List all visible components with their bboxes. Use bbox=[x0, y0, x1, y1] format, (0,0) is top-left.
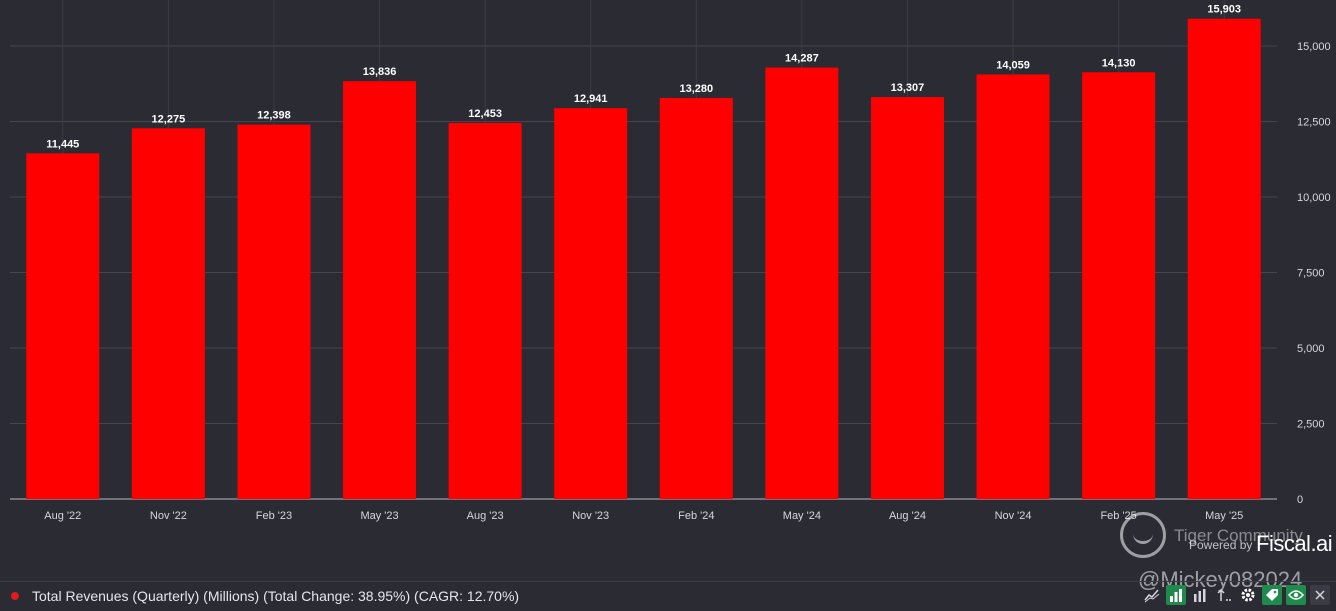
x-tick-label: Feb '23 bbox=[256, 510, 292, 522]
data-label: 13,836 bbox=[363, 66, 397, 78]
gear-icon[interactable] bbox=[1238, 585, 1258, 605]
data-label: 14,287 bbox=[785, 53, 819, 65]
bar-chart: 11,445 12,275 12,398 13,836 12,453 12,941 13,2… bbox=[10, 0, 1331, 522]
legend-dot-icon bbox=[11, 592, 19, 600]
column-icon[interactable] bbox=[1190, 585, 1210, 605]
legend-label[interactable]: Total Revenues (Quarterly) (Millions) (T… bbox=[32, 588, 520, 604]
bar-chart-icon[interactable] bbox=[1166, 585, 1186, 605]
eye-icon[interactable] bbox=[1286, 585, 1306, 605]
data-label: 12,941 bbox=[574, 93, 608, 105]
x-tick-label: May '23 bbox=[360, 510, 398, 522]
y-tick-label: 5,000 bbox=[1297, 343, 1325, 355]
x-tick-label: Aug '23 bbox=[467, 510, 504, 522]
data-labels: 11,445 12,275 12,398 13,836 12,453 12,941 13,2… bbox=[46, 4, 1241, 151]
bar bbox=[1187, 18, 1261, 499]
data-label: 12,453 bbox=[468, 108, 502, 120]
x-tick-label: Feb '24 bbox=[678, 510, 714, 522]
bar bbox=[26, 153, 100, 499]
data-label: 13,280 bbox=[679, 83, 713, 95]
y-tick-label: 12,500 bbox=[1297, 117, 1331, 129]
data-label: 15,903 bbox=[1207, 4, 1241, 16]
bar bbox=[554, 108, 628, 500]
legend: Total Revenues (Quarterly) (Millions) (T… bbox=[0, 581, 1336, 611]
data-label: 13,307 bbox=[891, 82, 925, 94]
bar bbox=[765, 67, 839, 500]
bar bbox=[1082, 72, 1156, 500]
x-tick-label: Aug '22 bbox=[44, 510, 81, 522]
watermark-brand: Fiscal.ai bbox=[1256, 531, 1333, 556]
y-axis: 0 2,500 5,000 7,500 10,000 12,500 15,000 bbox=[1297, 41, 1331, 506]
y-tick-label: 10,000 bbox=[1297, 192, 1331, 204]
bar bbox=[659, 97, 733, 499]
bar bbox=[870, 97, 944, 499]
sort-icon[interactable] bbox=[1214, 585, 1234, 605]
watermark-community: Tiger Community bbox=[1174, 526, 1303, 545]
x-tick-label: Aug '24 bbox=[889, 510, 926, 522]
x-tick-label: May '24 bbox=[783, 510, 821, 522]
data-label: 12,275 bbox=[152, 113, 186, 125]
bar bbox=[131, 128, 205, 500]
trend-icon[interactable] bbox=[1142, 585, 1162, 605]
data-label: 12,398 bbox=[257, 110, 291, 122]
data-label: 14,059 bbox=[996, 59, 1030, 71]
tiger-logo-icon bbox=[1120, 512, 1166, 558]
tag-icon[interactable] bbox=[1262, 585, 1282, 605]
x-tick-label: Nov '24 bbox=[995, 510, 1032, 522]
bar bbox=[976, 74, 1050, 499]
bars bbox=[26, 18, 1261, 500]
y-tick-label: 2,500 bbox=[1297, 419, 1325, 431]
bar bbox=[343, 81, 417, 499]
y-tick-label: 0 bbox=[1297, 494, 1303, 506]
data-label: 14,130 bbox=[1102, 57, 1136, 69]
x-tick-label: May '25 bbox=[1205, 510, 1243, 522]
x-tick-label: Nov '22 bbox=[150, 510, 187, 522]
bar bbox=[237, 124, 311, 500]
watermark-powered-by: Powered by bbox=[1189, 538, 1253, 552]
x-axis: Aug '22 Nov '22 Feb '23 May '23 Aug '23 Nov '… bbox=[44, 510, 1243, 522]
y-tick-label: 15,000 bbox=[1297, 41, 1331, 53]
data-label: 11,445 bbox=[46, 138, 79, 150]
x-tick-label: Nov '23 bbox=[572, 510, 609, 522]
chart-toolbar bbox=[1142, 585, 1330, 605]
bar bbox=[448, 122, 522, 499]
y-tick-label: 7,500 bbox=[1297, 268, 1325, 280]
close-icon[interactable] bbox=[1310, 585, 1330, 605]
